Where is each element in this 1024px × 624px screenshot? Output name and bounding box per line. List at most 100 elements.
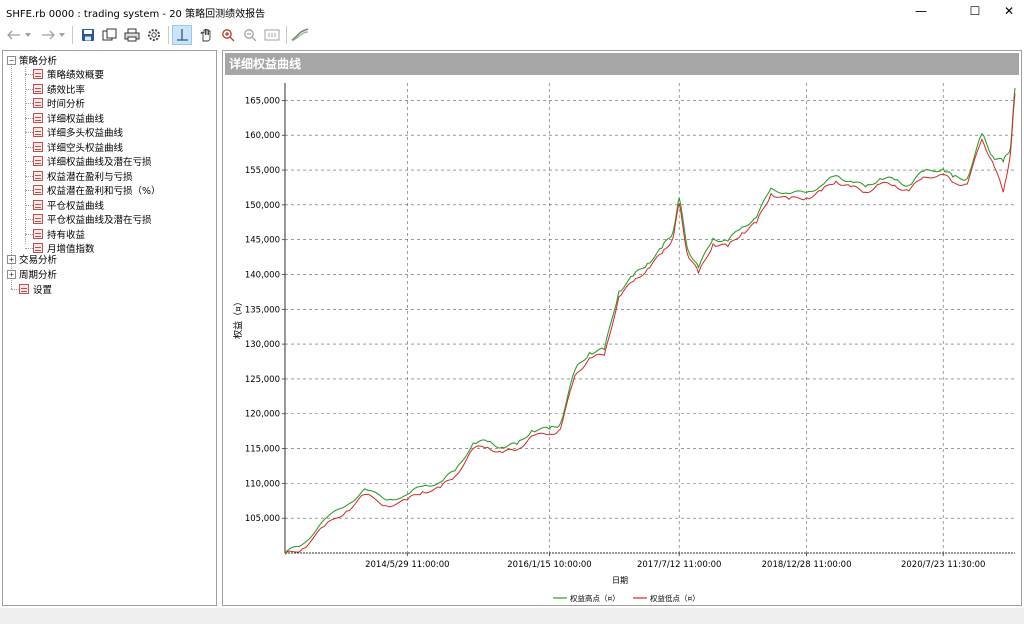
x-tick-label: 2016/1/15 10:00:00 (507, 560, 591, 570)
tree-node-label: 设置 (33, 285, 53, 296)
tree-item[interactable]: 时间分析 (33, 96, 85, 110)
print-icon[interactable] (122, 25, 142, 45)
report-icon (33, 199, 43, 210)
report-icon (19, 284, 29, 294)
expand-icon[interactable]: + (7, 269, 16, 279)
maximize-button[interactable]: ☐ (969, 4, 981, 18)
tree-item-label: 详细权益曲线及潜在亏损 (47, 157, 152, 168)
tree-item-label: 策略绩效概要 (47, 70, 105, 81)
save-icon[interactable] (78, 25, 98, 45)
y-tick-label: 135,000 (245, 305, 280, 315)
report-icon (33, 228, 43, 239)
tree-item-label: 持有收益 (47, 229, 86, 241)
forward-dropdown-icon[interactable] (56, 25, 68, 45)
report-icon (33, 112, 43, 123)
equity-chart[interactable]: 105,000 110,000 115,000 120,000 125,000 130,0… (223, 77, 1021, 603)
tree-node-label: 周期分析 (19, 270, 58, 281)
tree-item[interactable]: 权益潜在盈利和亏损（%） (33, 183, 161, 197)
reset-zoom-icon[interactable] (262, 25, 282, 45)
report-panel: 详细权益曲线 105,000 110,000 115,000 120,000 125,0… (222, 50, 1022, 606)
x-tick-label: 2014/5/29 11:00:00 (365, 560, 449, 570)
tree-item-label: 权益潜在盈利与亏损 (47, 171, 133, 183)
tree-item[interactable]: 持有收益 (33, 227, 85, 241)
report-icon (33, 170, 43, 181)
tree-item[interactable]: 详细多头权益曲线 (33, 125, 123, 139)
tree-item[interactable]: 权益潜在盈利与亏损 (33, 169, 133, 183)
tree-item-label: 详细权益曲线 (47, 110, 105, 125)
chart-style-icon[interactable] (290, 25, 310, 45)
y-tick-label: 125,000 (245, 375, 280, 385)
tree-node-trade-analysis[interactable]: + 交易分析 (7, 252, 57, 266)
zoom-in-icon[interactable] (218, 25, 238, 45)
forward-arrow-icon[interactable] (38, 25, 58, 45)
toolbar (0, 22, 1024, 48)
copy-icon[interactable] (100, 25, 120, 45)
report-icon (33, 83, 43, 94)
y-tick-label: 130,000 (245, 340, 280, 350)
tree-node-strategy-analysis[interactable]: − 策略分析 (7, 53, 57, 67)
back-arrow-icon[interactable] (4, 25, 24, 45)
tree-item[interactable]: 月增值指数 (33, 241, 95, 255)
x-tick-label: 2018/12/28 11:00:00 (762, 560, 852, 570)
y-axis-title: 权益（¤） (232, 297, 244, 339)
report-icon (33, 214, 43, 224)
series-line-low (284, 93, 1016, 555)
minimize-button[interactable]: — (915, 4, 927, 18)
report-icon (33, 98, 43, 108)
legend-label: 权益低点（¤） (650, 593, 700, 603)
y-tick-label: 110,000 (245, 479, 280, 489)
tree-node-label: 策略分析 (19, 56, 58, 67)
toolbar-separator (168, 26, 169, 44)
tree-node-label: 交易分析 (19, 255, 58, 266)
zoom-out-icon[interactable] (240, 25, 260, 45)
chart-axes: 105,000 110,000 115,000 120,000 125,000 130,0… (232, 83, 1015, 585)
report-icon (33, 127, 43, 137)
tree-item-label: 月增值指数 (47, 244, 95, 255)
y-tick-label: 115,000 (245, 445, 280, 455)
pan-hand-icon[interactable] (196, 25, 216, 45)
report-icon (33, 185, 43, 195)
report-icon (33, 243, 43, 253)
back-dropdown-icon[interactable] (22, 25, 34, 45)
title-bar: SHFE.rb 0000 : trading system - 20 策略回测绩… (0, 0, 1024, 22)
tree-item-label: 绩效比率 (47, 84, 86, 96)
window-title: SHFE.rb 0000 : trading system - 20 策略回测绩… (6, 9, 266, 20)
tree-item[interactable]: 平仓权益曲线及潜在亏损 (33, 212, 152, 226)
panel-title: 详细权益曲线 (225, 53, 1019, 75)
tree-item-label: 时间分析 (47, 99, 86, 110)
toolbar-separator (286, 26, 287, 44)
tree-item-label: 平仓权益曲线及潜在亏损 (47, 215, 152, 226)
x-tick-label: 2017/7/12 11:00:00 (637, 560, 721, 570)
report-icon (33, 156, 43, 166)
tree-item[interactable]: 详细权益曲线及潜在亏损 (33, 154, 152, 168)
chart-grid (285, 83, 1015, 553)
tree-item[interactable]: 详细权益曲线 (33, 110, 105, 125)
legend-label: 权益高点（¤） (570, 593, 620, 603)
y-tick-label: 160,000 (245, 131, 280, 141)
y-tick-label: 155,000 (245, 166, 280, 176)
y-tick-label: 120,000 (245, 410, 280, 420)
tree-item[interactable]: 策略绩效概要 (33, 67, 104, 81)
status-bar (0, 608, 1024, 624)
crosshair-icon[interactable] (172, 25, 192, 45)
close-button[interactable]: ✕ (1003, 4, 1015, 18)
x-axis-title: 日期 (612, 576, 628, 585)
y-tick-label: 165,000 (245, 96, 280, 106)
settings-gear-icon[interactable] (144, 25, 164, 45)
tree-item[interactable]: 绩效比率 (33, 82, 85, 96)
y-tick-label: 105,000 (245, 514, 280, 524)
chart-legend: 权益高点（¤） 权益低点（¤） (553, 593, 700, 603)
tree-item-label: 平仓权益曲线 (47, 200, 105, 212)
tree-item[interactable]: 平仓权益曲线 (33, 198, 104, 212)
chart-series (284, 87, 1016, 555)
collapse-icon[interactable]: − (7, 55, 16, 65)
tree-item-label: 权益潜在盈利和亏损（%） (47, 186, 161, 197)
expand-icon[interactable]: + (7, 254, 16, 264)
tree-item[interactable]: 详细空头权益曲线 (33, 140, 123, 154)
tree-item-label: 详细多头权益曲线 (47, 128, 124, 139)
tree-node-period-analysis[interactable]: + 周期分析 (7, 267, 57, 281)
y-tick-label: 140,000 (245, 270, 280, 280)
report-icon (33, 141, 43, 152)
tree-node-settings[interactable]: 设置 (19, 282, 52, 296)
